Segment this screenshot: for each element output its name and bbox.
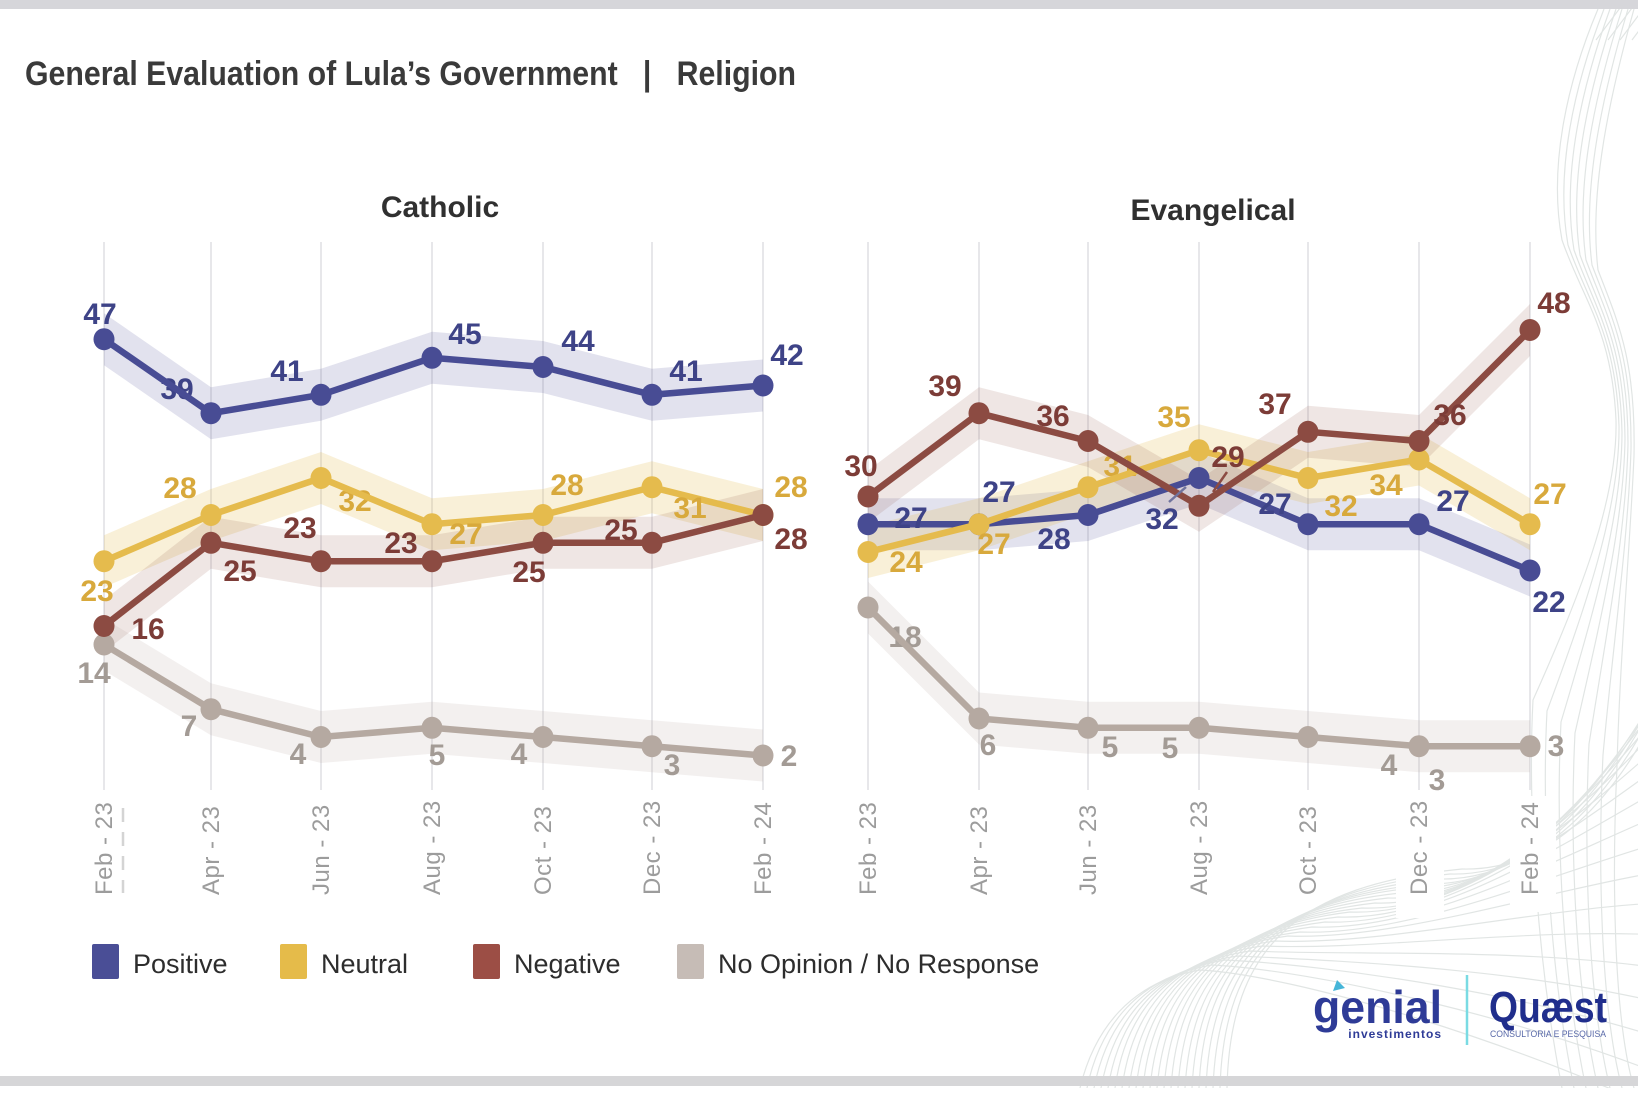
svg-text:36: 36 — [1036, 400, 1069, 433]
svg-text:Neutral: Neutral — [321, 949, 408, 979]
svg-text:27: 27 — [449, 518, 482, 551]
svg-text:47: 47 — [83, 298, 116, 331]
svg-text:32: 32 — [1145, 503, 1178, 536]
svg-text:16: 16 — [131, 613, 164, 646]
svg-text:Oct - 23: Oct - 23 — [1295, 806, 1322, 895]
svg-text:27: 27 — [894, 502, 927, 535]
svg-text:23: 23 — [283, 512, 316, 545]
svg-text:CONSULTORIA E PESQUISA: CONSULTORIA E PESQUISA — [1490, 1029, 1606, 1039]
svg-text:30: 30 — [844, 450, 877, 483]
svg-text:Jun - 23: Jun - 23 — [1075, 804, 1102, 895]
svg-text:25: 25 — [223, 555, 256, 588]
svg-text:3: 3 — [664, 749, 681, 782]
svg-text:28: 28 — [774, 471, 807, 504]
svg-text:23: 23 — [80, 575, 113, 608]
svg-text:Apr - 23: Apr - 23 — [966, 806, 993, 895]
svg-text:Feb - 23: Feb - 23 — [855, 802, 882, 895]
svg-text:5: 5 — [1102, 731, 1119, 764]
svg-text:Jun - 23: Jun - 23 — [308, 804, 335, 895]
svg-text:28: 28 — [1037, 523, 1070, 556]
svg-text:28: 28 — [774, 523, 807, 556]
svg-text:Positive: Positive — [133, 949, 228, 979]
svg-text:7: 7 — [181, 710, 198, 743]
svg-text:4: 4 — [511, 738, 528, 771]
svg-text:28: 28 — [163, 472, 196, 505]
svg-text:37: 37 — [1258, 388, 1291, 421]
svg-text:investimentos: investimentos — [1348, 1027, 1442, 1041]
svg-text:27: 27 — [1436, 485, 1469, 518]
svg-text:3: 3 — [1548, 730, 1565, 763]
svg-text:27: 27 — [977, 528, 1010, 561]
svg-text:Dec - 23: Dec - 23 — [1406, 800, 1433, 895]
svg-text:41: 41 — [270, 355, 303, 388]
svg-text:32: 32 — [1324, 490, 1357, 523]
svg-text:42: 42 — [770, 339, 803, 372]
svg-text:4: 4 — [1381, 749, 1398, 782]
svg-text:Catholic: Catholic — [381, 191, 499, 224]
svg-text:24: 24 — [889, 546, 923, 579]
svg-text:General Evaluation of Lula’s G: General Evaluation of Lula’s Government … — [25, 55, 796, 93]
svg-text:No Opinion / No Response: No Opinion / No Response — [718, 949, 1039, 979]
svg-text:4: 4 — [290, 738, 307, 771]
svg-text:Dec - 23: Dec - 23 — [639, 800, 666, 895]
svg-text:Quæst: Quæst — [1489, 983, 1607, 1032]
svg-text:27: 27 — [1258, 488, 1291, 521]
svg-text:Feb - 24: Feb - 24 — [1517, 802, 1544, 895]
svg-text:Evangelical: Evangelical — [1130, 194, 1295, 227]
svg-text:Oct - 23: Oct - 23 — [530, 806, 557, 895]
svg-text:34: 34 — [1369, 469, 1403, 502]
svg-text:Feb - 23: Feb - 23 — [91, 802, 118, 895]
svg-text:44: 44 — [561, 325, 595, 358]
svg-text:Feb - 24: Feb - 24 — [750, 802, 777, 895]
svg-text:5: 5 — [1162, 732, 1179, 765]
svg-text:3: 3 — [1429, 764, 1446, 797]
svg-text:5: 5 — [429, 739, 446, 772]
svg-text:Apr - 23: Apr - 23 — [198, 806, 225, 895]
svg-text:36: 36 — [1433, 399, 1466, 432]
svg-text:6: 6 — [980, 729, 997, 762]
svg-text:27: 27 — [1533, 478, 1566, 511]
svg-text:28: 28 — [550, 469, 583, 502]
svg-text:22: 22 — [1532, 586, 1565, 619]
svg-text:25: 25 — [512, 556, 545, 589]
svg-text:48: 48 — [1537, 287, 1570, 320]
svg-text:Aug - 23: Aug - 23 — [1186, 800, 1213, 895]
svg-text:2: 2 — [781, 740, 798, 773]
svg-text:39: 39 — [928, 370, 961, 403]
svg-text:14: 14 — [77, 657, 111, 690]
svg-text:41: 41 — [669, 355, 702, 388]
svg-text:45: 45 — [448, 318, 481, 351]
svg-text:25: 25 — [604, 514, 637, 547]
svg-text:23: 23 — [384, 527, 417, 560]
svg-text:Aug - 23: Aug - 23 — [419, 800, 446, 895]
svg-text:31: 31 — [673, 492, 706, 525]
svg-text:Negative: Negative — [514, 949, 621, 979]
svg-text:27: 27 — [982, 476, 1015, 509]
svg-text:35: 35 — [1157, 401, 1190, 434]
svg-text:genial: genial — [1313, 981, 1442, 1033]
svg-text:29: 29 — [1211, 441, 1244, 474]
